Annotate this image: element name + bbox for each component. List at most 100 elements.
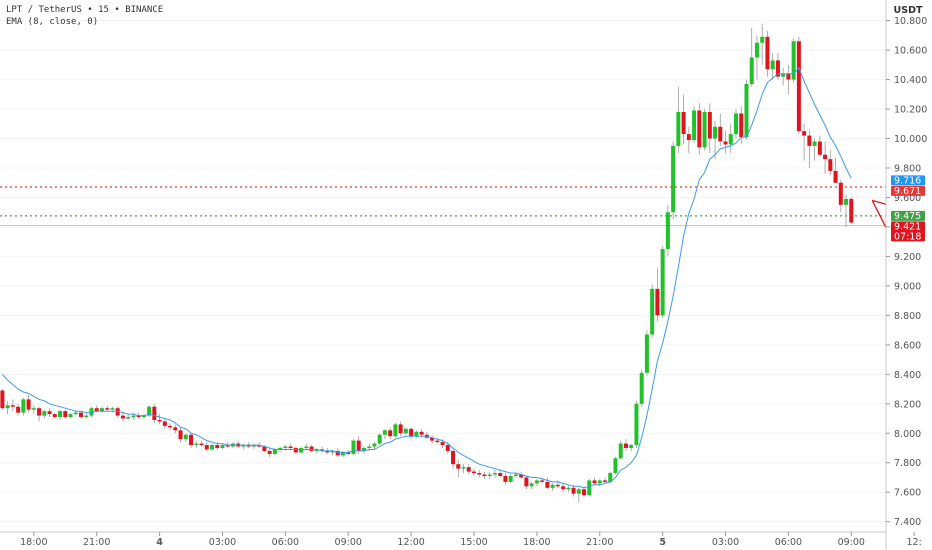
y-tick-label-12: 8.400 <box>894 370 921 381</box>
candle-body-121 <box>634 403 639 446</box>
candle-body-154 <box>807 135 812 146</box>
candle-body-84 <box>440 442 445 446</box>
price-axis[interactable] <box>886 0 932 550</box>
candle-body-155 <box>812 141 817 146</box>
candle-body-14 <box>73 412 78 415</box>
candle-body-47 <box>246 445 251 447</box>
candle-body-0 <box>0 390 5 409</box>
candle-body-112 <box>587 480 592 496</box>
candle-body-48 <box>251 445 256 447</box>
x-tick-label-10: 5 <box>659 537 666 548</box>
x-tick-label-4: 06:00 <box>272 537 299 548</box>
candle-body-145 <box>760 36 765 43</box>
y-tick-label-5: 9.800 <box>894 164 921 175</box>
x-tick-label-6: 12:00 <box>397 537 424 548</box>
candle-body-56 <box>293 448 298 453</box>
y-tick-label-1: 10.600 <box>894 46 927 57</box>
candle-body-64 <box>335 450 340 456</box>
candle-body-58 <box>304 446 309 448</box>
candle-body-98 <box>513 474 518 476</box>
price-badge-label-1: 9.671 <box>894 186 921 197</box>
x-tick-label-11: 03:00 <box>712 537 739 548</box>
grid <box>0 20 886 523</box>
candle-body-96 <box>503 476 508 482</box>
candle-body-132 <box>692 110 697 140</box>
candle-body-85 <box>445 445 450 451</box>
candle-body-102 <box>534 480 539 484</box>
y-tick-label-17: 7.400 <box>894 517 921 528</box>
candle-body-158 <box>828 159 833 171</box>
candle-body-63 <box>330 450 335 453</box>
price-badge-0 <box>891 175 925 186</box>
candle-body-90 <box>472 471 476 474</box>
price-lines <box>0 186 886 226</box>
y-tick-label-0: 10.800 <box>894 16 927 27</box>
candle-body-79 <box>414 431 419 437</box>
candle-body-105 <box>550 484 555 488</box>
candle-body-26 <box>136 415 141 418</box>
candle-body-117 <box>613 458 618 474</box>
candle-body-74 <box>388 430 393 437</box>
y-tick-label-10: 8.800 <box>894 311 921 322</box>
x-axis-ticks[interactable]: 18:00 21:00 4 03:00 06:00 09:00 12:00 15:00 18:0… <box>20 532 922 548</box>
candle-body-2 <box>10 405 15 407</box>
candle-body-89 <box>466 467 471 472</box>
candle-body-39 <box>204 445 209 450</box>
candle-body-61 <box>320 449 325 451</box>
candle-body-4 <box>21 399 26 413</box>
candle-body-16 <box>84 415 89 418</box>
candle-body-23 <box>120 415 125 419</box>
y-tick-label-13: 8.200 <box>894 399 921 410</box>
candle-body-35 <box>183 434 188 440</box>
x-tick-label-12: 06:00 <box>775 537 802 548</box>
candle-body-8 <box>42 411 47 416</box>
candle-body-9 <box>47 411 52 415</box>
candle-body-111 <box>582 489 587 496</box>
candle-body-21 <box>110 408 115 410</box>
candle-body-55 <box>288 446 293 448</box>
candle-body-32 <box>168 425 173 428</box>
candle-body-57 <box>299 448 304 453</box>
candle-body-52 <box>272 449 277 454</box>
candle-body-144 <box>754 42 759 58</box>
candle-body-43 <box>225 445 230 447</box>
candle-body-141 <box>739 113 744 138</box>
candle-body-31 <box>162 421 167 426</box>
candle-body-49 <box>257 445 262 447</box>
candle-body-42 <box>220 445 225 448</box>
candle-body-38 <box>199 443 204 446</box>
price-badge-1 <box>891 185 925 196</box>
candle-body-146 <box>765 36 770 70</box>
candle-body-53 <box>278 448 283 450</box>
candle-body-24 <box>126 417 131 419</box>
candle-body-80 <box>419 431 424 435</box>
candle-body-101 <box>529 483 534 487</box>
candle-body-160 <box>838 182 843 205</box>
candle-body-54 <box>283 446 288 448</box>
candle-body-22 <box>115 408 120 416</box>
candle-body-87 <box>456 464 461 469</box>
candle-body-143 <box>749 57 754 84</box>
candle-body-129 <box>676 112 681 146</box>
candle-body-91 <box>477 473 482 475</box>
candle-body-140 <box>734 113 738 135</box>
candle-body-66 <box>346 452 351 454</box>
candle-body-88 <box>461 467 466 469</box>
candle-body-100 <box>524 477 529 487</box>
candle-body-153 <box>802 131 807 136</box>
y-tick-label-2: 10.400 <box>894 75 927 86</box>
candles <box>0 23 854 503</box>
candle-body-131 <box>686 134 691 140</box>
x-tick-label-0: 18:00 <box>20 537 47 548</box>
candle-body-10 <box>52 414 57 418</box>
candle-body-71 <box>372 443 377 447</box>
y-tick-label-3: 10.200 <box>894 105 927 116</box>
candle-body-138 <box>723 141 728 145</box>
candle-body-40 <box>210 445 214 450</box>
candle-body-134 <box>702 112 707 148</box>
x-tick-label-2: 4 <box>156 537 163 548</box>
y-tick-label-11: 8.600 <box>894 340 921 351</box>
candle-body-156 <box>817 141 822 155</box>
candle-body-130 <box>681 112 686 135</box>
